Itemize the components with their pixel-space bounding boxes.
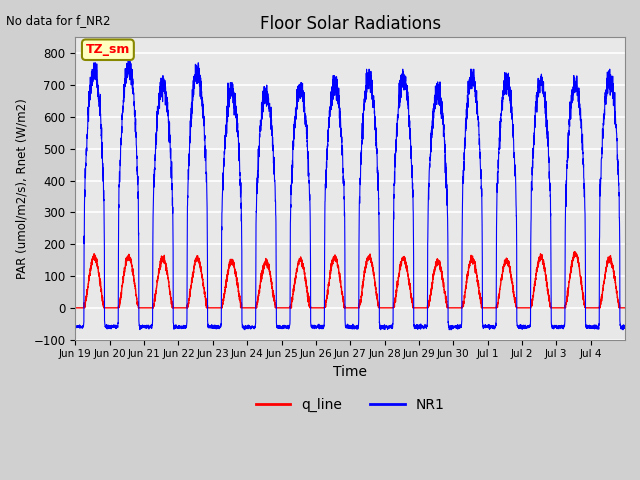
NR1 [543, 114, 550, 120]
q_line [72, 305, 79, 311]
q_line [571, 249, 579, 254]
q_line [542, 273, 550, 278]
q_line [186, 297, 193, 303]
NR1 [371, 108, 378, 114]
Line: NR1: NR1 [76, 60, 625, 330]
q_line [501, 262, 509, 268]
NR1 [621, 323, 629, 329]
q_line [400, 256, 408, 262]
NR1 [501, 91, 509, 97]
NR1 [72, 324, 79, 330]
Text: TZ_sm: TZ_sm [86, 43, 130, 56]
Y-axis label: PAR (umol/m2/s), Rnet (W/m2): PAR (umol/m2/s), Rnet (W/m2) [15, 98, 28, 279]
q_line [621, 305, 629, 311]
q_line [371, 276, 378, 281]
q_line [528, 303, 536, 309]
Title: Floor Solar Radiations: Floor Solar Radiations [260, 15, 441, 33]
Line: q_line: q_line [76, 252, 625, 308]
NR1 [447, 327, 455, 333]
NR1 [124, 57, 132, 62]
NR1 [400, 76, 408, 82]
NR1 [186, 150, 193, 156]
X-axis label: Time: Time [333, 365, 367, 379]
Text: No data for f_NR2: No data for f_NR2 [6, 14, 111, 27]
NR1 [528, 176, 536, 182]
Legend: q_line, NR1: q_line, NR1 [250, 392, 451, 418]
